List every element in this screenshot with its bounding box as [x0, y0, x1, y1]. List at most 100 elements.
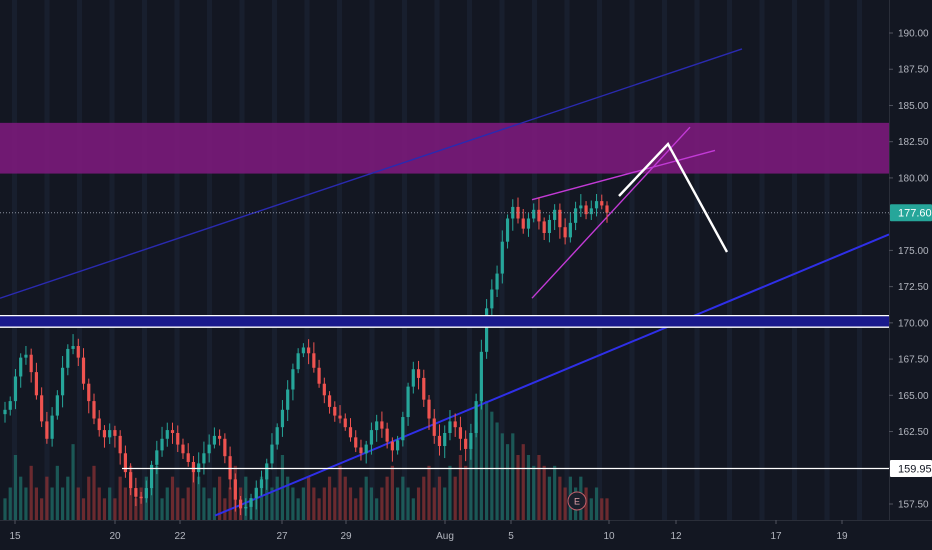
candle-body: [291, 369, 295, 390]
y-axis-panel[interactable]: [889, 0, 932, 550]
candle-body: [113, 430, 117, 436]
volume-bar: [265, 465, 269, 520]
volume-bar: [532, 465, 536, 520]
candle-body: [170, 430, 175, 433]
volume-bar: [71, 444, 75, 520]
channel-upper-line[interactable]: [0, 48, 743, 299]
y-tick-label: 180.00: [898, 173, 929, 184]
candle-body: [312, 353, 316, 368]
candle-body: [134, 488, 138, 497]
candle-body: [396, 440, 400, 451]
volume-bar: [443, 487, 447, 520]
volume-bar: [55, 465, 59, 520]
candle-body: [155, 450, 159, 465]
candle-body: [45, 421, 49, 439]
volume-bar: [92, 465, 96, 520]
earnings-marker-circle[interactable]: [567, 491, 587, 511]
volume-bar: [547, 476, 552, 520]
candle-body: [437, 435, 442, 447]
volume-bar: [40, 498, 44, 520]
volume-bar: [537, 455, 541, 520]
candle-body: [317, 367, 321, 384]
candle-body: [160, 438, 164, 451]
candle-body: [521, 218, 525, 229]
earnings-marker[interactable]: E: [567, 491, 587, 511]
candle-body: [526, 218, 531, 229]
volume-bar: [348, 487, 353, 520]
volume-bar: [291, 487, 295, 520]
volume-bar: [286, 476, 290, 520]
candle-body: [186, 453, 190, 462]
volume-bar: [474, 422, 478, 520]
volume-bar: [87, 476, 91, 520]
candle-body: [66, 348, 70, 368]
volume-bar: [197, 476, 201, 520]
candle-body: [380, 421, 384, 429]
volume-bar: [437, 476, 442, 520]
candle-body: [401, 417, 405, 441]
session-stripe: [857, 0, 862, 520]
support-band[interactable]: [0, 314, 889, 328]
candle-body: [532, 209, 536, 219]
volume-bar: [97, 487, 101, 520]
candle-body: [176, 432, 180, 445]
session-stripe: [434, 0, 440, 520]
candle-body: [573, 208, 578, 223]
session-stripe: [792, 0, 797, 520]
candle-body: [479, 351, 483, 402]
volume-bar: [600, 498, 604, 520]
last-price-tag-box: [890, 204, 932, 222]
projection-path[interactable]: [618, 141, 729, 253]
projection-polyline[interactable]: [618, 141, 729, 253]
candle-body: [474, 401, 478, 433]
volume-bar: [113, 498, 117, 520]
volume-bar: [479, 390, 483, 520]
wedge-upper-line[interactable]: [531, 149, 716, 201]
candle-body: [191, 461, 196, 473]
candle-body: [71, 346, 75, 349]
candle-body: [594, 201, 599, 209]
volume-bar: [60, 487, 65, 520]
x-tick-label: 5: [508, 531, 514, 542]
x-tick-label: 22: [174, 531, 186, 542]
session-stripe: [662, 0, 667, 520]
candle-body: [490, 289, 494, 309]
level-price-tag: 159.95: [890, 459, 932, 477]
volume-bar: [34, 487, 39, 520]
candle-body: [307, 347, 311, 354]
volume-bar: [422, 476, 426, 520]
x-tick-label: 29: [340, 531, 352, 542]
x-tick-label: 19: [836, 531, 848, 542]
last-price-tag-text: 177.60: [898, 208, 932, 220]
volume-bar: [521, 444, 525, 520]
candle-body: [212, 435, 216, 445]
volume-bar: [338, 465, 342, 520]
volume-bar: [495, 422, 499, 520]
volume-bar: [29, 465, 33, 520]
volume-bar: [464, 465, 468, 520]
volume-bar: [66, 476, 70, 520]
volume-bar: [594, 487, 599, 520]
volume-bar: [102, 498, 107, 520]
volume-bar: [542, 465, 546, 520]
volume-bar: [327, 476, 332, 520]
candle-body: [149, 464, 154, 489]
candle-body: [589, 208, 593, 215]
x-axis-ticks: 15 20 22 27 29 Aug 5 10 12 17 19: [9, 520, 848, 542]
volume-bar: [170, 476, 175, 520]
time-session-stripes: [12, 0, 862, 520]
volume-bar: [432, 487, 436, 520]
volume-bar: [375, 498, 379, 520]
candle-body: [144, 488, 148, 499]
volume-bar: [490, 411, 494, 520]
candle-body: [218, 435, 222, 439]
volume-bar: [322, 487, 326, 520]
support-band-fill[interactable]: [0, 315, 889, 328]
session-stripe: [402, 0, 407, 520]
candle-body: [29, 354, 33, 373]
volume-bar: [458, 455, 463, 520]
wedge-lower-line[interactable]: [531, 126, 691, 299]
candle-body: [244, 506, 248, 509]
candle-body: [385, 428, 389, 442]
